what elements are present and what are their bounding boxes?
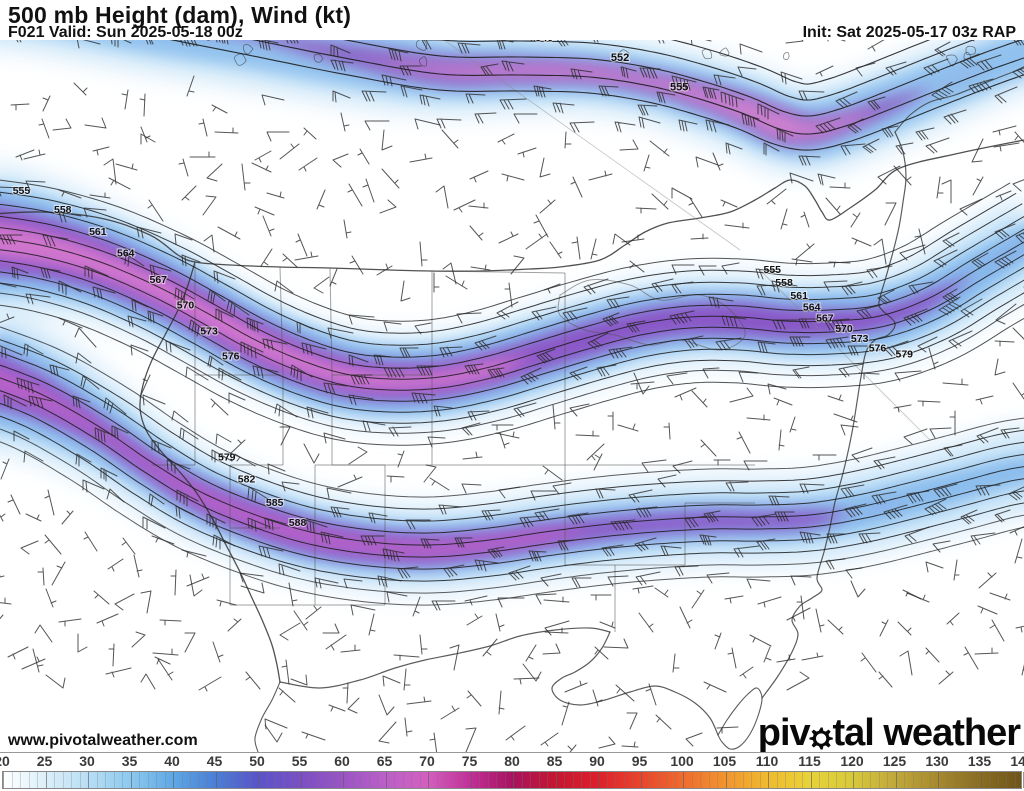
svg-text:561: 561 (790, 290, 808, 302)
svg-text:573: 573 (200, 326, 218, 338)
svg-text:579: 579 (218, 451, 236, 463)
svg-text:570: 570 (177, 300, 195, 312)
svg-text:567: 567 (150, 274, 168, 286)
svg-text:555: 555 (13, 185, 31, 197)
svg-text:576: 576 (222, 351, 240, 363)
svg-text:558: 558 (54, 204, 72, 216)
svg-text:576: 576 (869, 342, 887, 354)
svg-text:549: 549 (535, 40, 553, 44)
svg-text:552: 552 (611, 52, 629, 64)
svg-text:585: 585 (266, 497, 284, 509)
svg-text:588: 588 (289, 517, 307, 529)
svg-text:561: 561 (89, 226, 107, 238)
svg-text:579: 579 (896, 349, 914, 361)
svg-text:567: 567 (816, 313, 834, 325)
svg-text:582: 582 (238, 473, 256, 485)
svg-text:573: 573 (851, 333, 869, 345)
